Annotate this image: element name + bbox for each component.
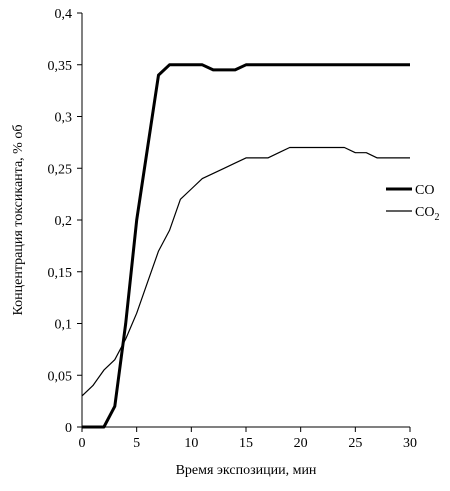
y-tick-label: 0,05	[48, 369, 73, 384]
x-tick-label: 20	[294, 436, 308, 451]
y-tick-label: 0	[65, 421, 72, 436]
legend-label-main: CO	[415, 183, 434, 198]
legend-label-subscript: 2	[434, 212, 439, 223]
y-tick-label: 0,4	[55, 7, 73, 22]
y-axis-title: Концентрация токсиканта, % об	[11, 125, 26, 316]
y-tick-label: 0,15	[48, 266, 73, 281]
y-tick-label: 0,2	[55, 214, 73, 229]
legend-label-co: CO	[415, 183, 434, 198]
series-lines	[81, 63, 410, 429]
x-tick-label: 30	[403, 436, 417, 451]
x-axis-title: Время экспозиции, мин	[176, 463, 317, 478]
y-tick-label: 0,35	[48, 59, 73, 74]
y-tick-label: 0,3	[55, 111, 73, 126]
x-tick-label: 5	[133, 436, 140, 451]
legend-label-main: CO	[415, 205, 434, 220]
series-line-co2	[81, 146, 410, 397]
x-tick-label: 10	[184, 436, 198, 451]
x-tick-label: 15	[239, 436, 253, 451]
y-tick-label: 0,1	[55, 318, 73, 333]
y-tick-label: 0,25	[48, 162, 73, 177]
plot-area: 0 5 10 15 20 25 30 00,050,10,150,20,250,30,350…	[48, 7, 418, 451]
x-tick-label: 0	[79, 436, 86, 451]
x-ticks: 0 5 10 15 20 25 30	[79, 427, 417, 451]
series-line-co	[82, 63, 410, 429]
x-tick-label: 25	[348, 436, 362, 451]
y-ticks: 0 0,05 0,1 0,15 0,2 0,25 0,3 0,35 0,4	[48, 7, 82, 436]
legend-label-co2: CO2	[415, 205, 439, 223]
